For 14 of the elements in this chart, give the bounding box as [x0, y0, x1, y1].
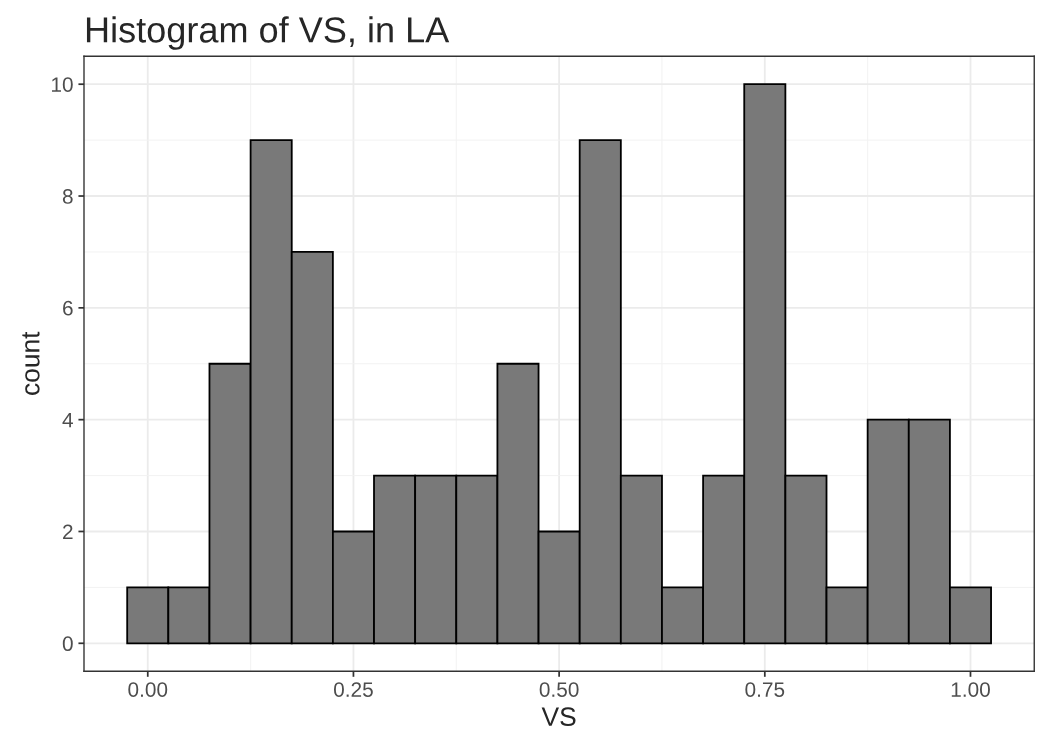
x-tick-label: 0.00 [128, 682, 168, 697]
y-tick-label: 0 [62, 636, 73, 652]
y-tick-label: 8 [62, 189, 73, 204]
y-axis-title: count [22, 331, 40, 395]
chart-title: Histogram of VS, in LA [86, 16, 450, 50]
x-axis-title: VS [541, 707, 576, 727]
x-tick-label: 0.75 [745, 682, 785, 697]
y-tick-label: 6 [63, 300, 73, 316]
y-tick-label: 2 [63, 524, 73, 540]
x-tick-label: 1.00 [951, 682, 990, 697]
x-tick-label: 0.50 [539, 682, 579, 697]
x-tick-label: 0.25 [333, 682, 373, 697]
y-tick-label: 4 [62, 412, 73, 428]
y-tick-label: 10 [52, 77, 73, 92]
